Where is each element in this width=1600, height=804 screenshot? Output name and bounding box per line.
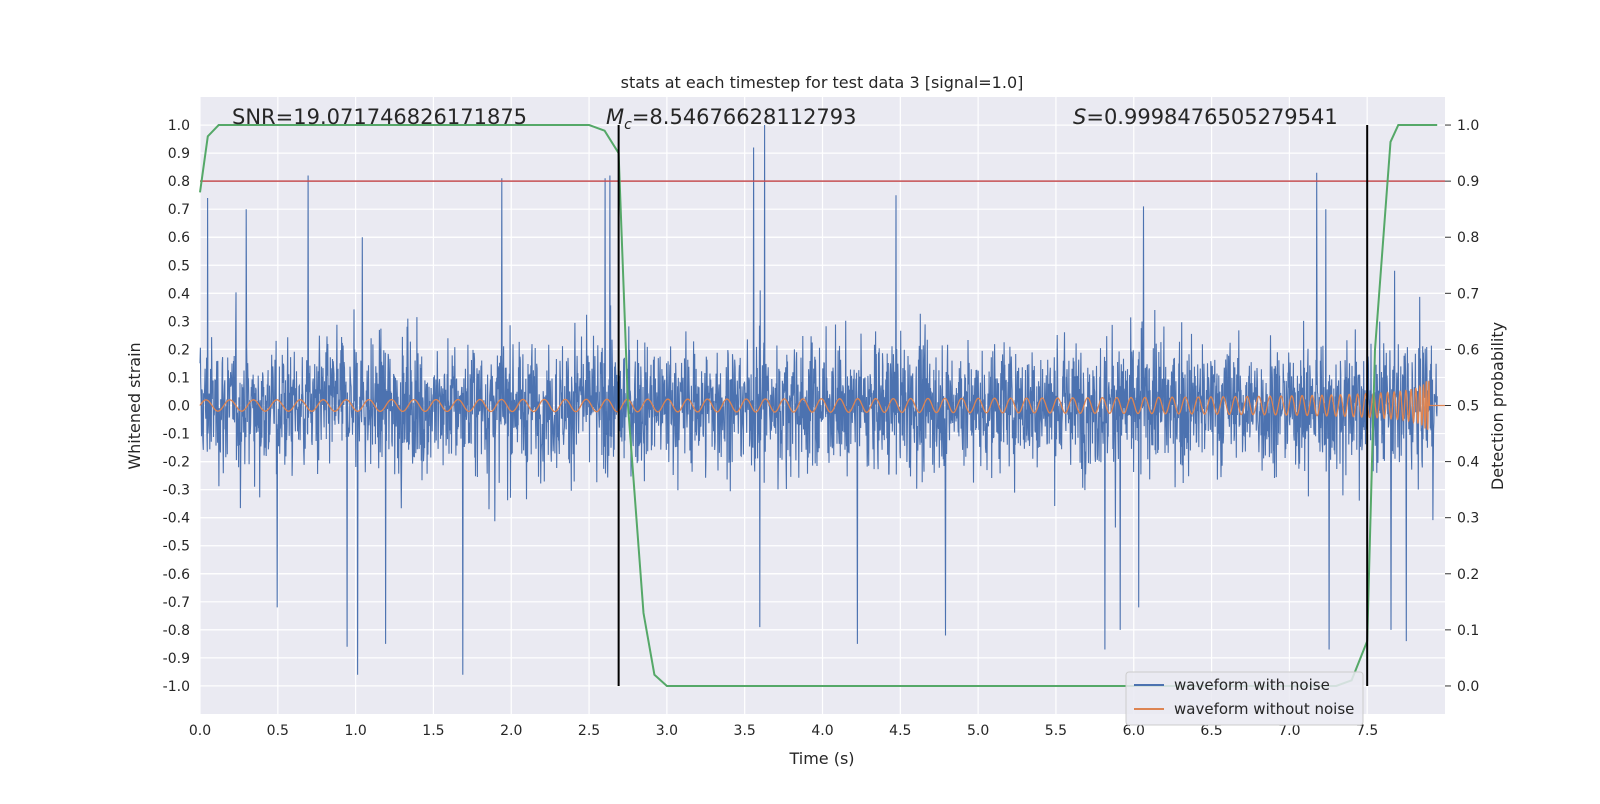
x-tick-label: 1.0 [344, 723, 366, 739]
y-axis-label: Whitened strain [125, 342, 144, 469]
series-detection-probability [199, 124, 1438, 687]
y-tick-label: -0.2 [163, 455, 190, 471]
x-tick-label: 5.0 [967, 723, 989, 739]
y-tick-label: -0.5 [163, 539, 190, 555]
x-axis-label: Time (s) [788, 749, 854, 768]
legend-box [1125, 671, 1364, 726]
y2-tick-label: 0.5 [1457, 399, 1479, 415]
x-tick-label: 3.0 [656, 723, 678, 739]
y-tick-label: -0.9 [163, 651, 190, 667]
y2-tick-label: 0.7 [1457, 286, 1479, 302]
snr-annotation: SNR=19.071746826171875 [232, 105, 527, 129]
x-tick-label: 3.5 [734, 723, 756, 739]
tick-labels: 0.0 0.5 1.0 1.5 2.0 2.5 3.0 3.5 4.0 4.5 5.0 5.5 6.0 6… [163, 118, 1480, 739]
y2-tick-label: 0.1 [1457, 623, 1479, 639]
y-tick-label: 0.2 [168, 342, 190, 358]
vertical-lines [617, 125, 1369, 686]
s-symbol: S [1073, 105, 1086, 129]
y-tick-label: 0.3 [168, 314, 190, 330]
s-annotation: S=0.9998476505279541 [1073, 105, 1338, 129]
chirp-mass-subscript: c [624, 117, 632, 133]
chirp-mass-value: =8.54676628112793 [632, 105, 857, 129]
y-tick-label: 0.9 [168, 146, 190, 162]
y-tick-label: 1.0 [168, 118, 190, 134]
series-waveform-without-noise [199, 380, 1445, 430]
legend-label-waveform-with-noise: waveform with noise [1174, 676, 1330, 694]
detection-probability-line [199, 124, 1438, 687]
y2-tick-label: 0.4 [1457, 455, 1479, 471]
y2-tick-label: 0.9 [1457, 174, 1479, 190]
chirp-mass-annotation: Mc=8.54676628112793 [606, 105, 857, 133]
y-tick-label: 0.5 [168, 258, 190, 274]
y-tick-label: 0.8 [168, 174, 190, 190]
x-tick-label: 6.0 [1123, 723, 1145, 739]
x-tick-label: 4.0 [811, 723, 833, 739]
y2-tick-label: 0.6 [1457, 342, 1479, 358]
x-tick-label: 1.5 [422, 723, 444, 739]
y-tick-label: -0.7 [163, 595, 190, 611]
noisy-waveform-line [199, 124, 1438, 675]
y-tick-label: -0.6 [163, 567, 190, 583]
y-tick-label: 0.4 [168, 286, 190, 302]
x-tick-label: 2.5 [578, 723, 600, 739]
x-tick-label: 2.0 [500, 723, 522, 739]
y2-tick-label: 1.0 [1457, 118, 1479, 134]
y2-tick-label: 0.2 [1457, 567, 1479, 583]
y-tick-label: 0.1 [168, 370, 190, 386]
clean-waveform-line [199, 380, 1445, 430]
series-waveform-with-noise [199, 124, 1438, 675]
y-tick-label: 0.7 [168, 202, 190, 218]
y2-axis-label: Detection probability [1488, 322, 1507, 490]
y-tick-label: 0.6 [168, 230, 190, 246]
y2-tick-label: 0.0 [1457, 679, 1479, 695]
x-tick-label: 5.5 [1045, 723, 1067, 739]
y2-tick-label: 0.3 [1457, 511, 1479, 527]
x-tick-label: 0.0 [189, 723, 211, 739]
chart-title: stats at each timestep for test data 3 [… [621, 73, 1024, 92]
y-tick-label: -1.0 [163, 679, 190, 695]
x-tick-label: 4.5 [889, 723, 911, 739]
y-tick-label: -0.1 [163, 427, 190, 443]
x-tick-label: 7.5 [1356, 723, 1378, 739]
legend: waveform with noise waveform without noi… [1125, 671, 1364, 726]
x-tick-label: 7.0 [1278, 723, 1300, 739]
x-tick-label: 6.5 [1200, 723, 1222, 739]
legend-label-waveform-without-noise: waveform without noise [1174, 700, 1354, 718]
s-value: =0.9998476505279541 [1086, 105, 1337, 129]
chirp-mass-symbol: M [606, 105, 624, 129]
y-tick-label: 0.0 [168, 399, 190, 415]
y2-tick-label: 0.8 [1457, 230, 1479, 246]
y-tick-label: -0.4 [163, 511, 190, 527]
y-tick-label: -0.8 [163, 623, 190, 639]
y-tick-label: -0.3 [163, 483, 190, 499]
x-tick-label: 0.5 [267, 723, 289, 739]
